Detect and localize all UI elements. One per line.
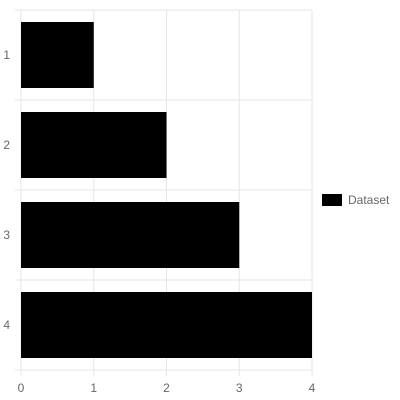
y-tick-label: 3 <box>3 228 10 242</box>
x-tick-label: 3 <box>236 381 243 395</box>
x-tick-label: 2 <box>163 381 170 395</box>
x-tick-label: 4 <box>309 381 316 395</box>
bar <box>21 202 240 268</box>
x-tick-label: 1 <box>90 381 97 395</box>
bar <box>21 292 312 358</box>
bar <box>21 112 167 178</box>
y-tick-label: 2 <box>3 138 10 152</box>
y-axis-ticks: 1 2 3 4 <box>3 48 10 332</box>
y-tick-label: 1 <box>3 48 10 62</box>
x-tick-label: 0 <box>18 381 25 395</box>
bar-layer <box>21 22 312 358</box>
legend-swatch <box>322 194 342 206</box>
y-tick-label: 4 <box>3 318 10 332</box>
legend-label: Dataset <box>348 193 390 207</box>
x-axis-ticks: 0 1 2 3 4 <box>18 381 316 395</box>
bar <box>21 22 94 88</box>
legend: Dataset <box>322 193 390 207</box>
